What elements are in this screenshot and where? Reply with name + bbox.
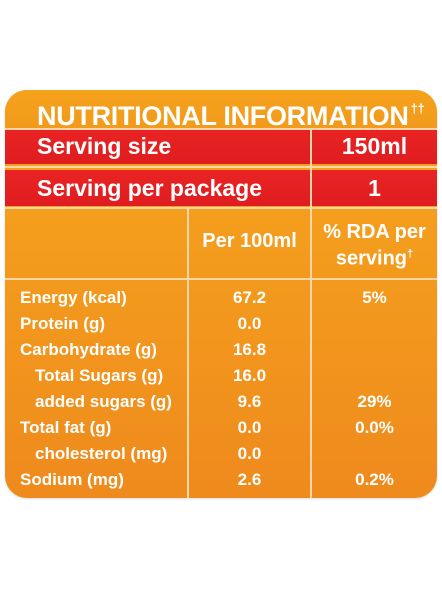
divider	[5, 207, 437, 209]
rda-value: 0.0%	[355, 418, 394, 437]
servings-per-package-label: Serving per package	[37, 175, 262, 201]
per-100ml-header: Per 100ml	[202, 230, 297, 252]
nutrient-name: Sodium (mg)	[20, 470, 124, 489]
per-100ml-value: 9.6	[237, 392, 262, 411]
nutrient-name: Carbohydrate (g)	[20, 340, 157, 359]
nutrient-row: Sodium (mg) 2.6 0.2%	[5, 470, 437, 496]
panel-title: NUTRITIONAL INFORMATION ††	[5, 90, 437, 131]
divider	[5, 128, 437, 130]
servings-per-package-value: 1	[368, 175, 381, 201]
per-100ml-value: 16.0	[232, 366, 267, 385]
nutrient-row: Total Sugars (g) 16.0	[5, 366, 437, 392]
nutrient-row: Protein (g) 0.0	[5, 314, 437, 340]
nutrient-row: Carbohydrate (g) 16.8	[5, 340, 437, 366]
serving-size-label: Serving size	[37, 133, 172, 159]
serving-size-value: 150ml	[341, 133, 408, 159]
title-text: NUTRITIONAL INFORMATION	[37, 101, 409, 131]
divider	[5, 166, 437, 168]
serving-size-row: Serving size 150ml	[5, 128, 437, 164]
per-100ml-value: 16.8	[232, 340, 267, 359]
nutrient-name: cholesterol (mg)	[35, 444, 168, 463]
nutrient-name: Total fat (g)	[20, 418, 112, 437]
nutrient-row: Total fat (g) 0.0 0.0%	[5, 418, 437, 444]
rda-header-serving: serving	[335, 247, 408, 270]
rda-value: 5%	[362, 288, 387, 307]
nutrient-name: Energy (kcal)	[20, 288, 127, 307]
rda-footnote-mark: †	[407, 248, 414, 260]
nutrient-row: Energy (kcal) 67.2 5%	[5, 288, 437, 314]
nutrient-row: added sugars (g) 9.6 29%	[5, 392, 437, 418]
rda-header-line-2: serving†	[312, 243, 437, 270]
servings-per-package-row: Serving per package 1	[5, 170, 437, 206]
rda-header: % RDA per serving†	[312, 221, 437, 270]
divider	[187, 207, 189, 498]
nutrient-name: Protein (g)	[20, 314, 105, 333]
per-100ml-value: 0.0	[237, 418, 262, 437]
nutrient-row: cholesterol (mg) 0.0	[5, 444, 437, 470]
rda-value: 0.2%	[355, 470, 394, 489]
per-100ml-value: 0.0	[237, 444, 262, 463]
nutrient-name: added sugars (g)	[35, 392, 172, 411]
nutrient-name: Total Sugars (g)	[35, 366, 164, 385]
divider	[310, 128, 312, 498]
per-100ml-value: 0.0	[237, 314, 262, 333]
divider	[5, 278, 437, 280]
nutrition-panel: NUTRITIONAL INFORMATION †† Serving size 1…	[5, 90, 437, 498]
rda-header-line-1: % RDA per	[323, 221, 426, 243]
per-100ml-value: 2.6	[237, 470, 262, 489]
title-footnote-mark: ††	[410, 101, 425, 116]
rda-value: 29%	[357, 392, 392, 411]
per-100ml-value: 67.2	[232, 288, 267, 307]
